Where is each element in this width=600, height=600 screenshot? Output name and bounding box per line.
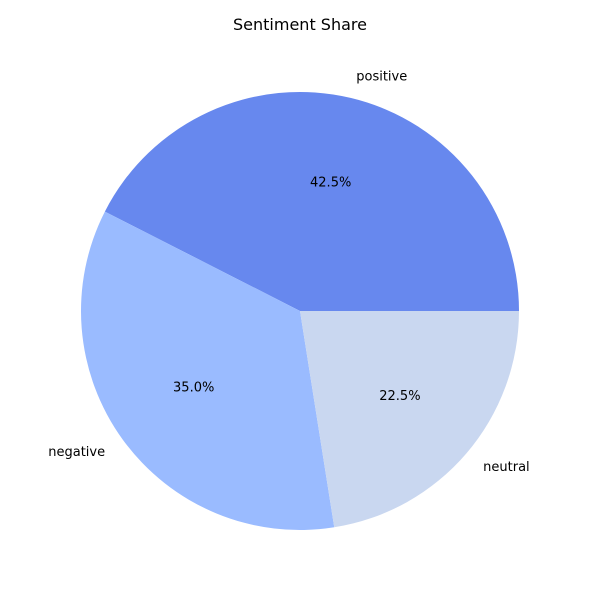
slice-label-positive: positive — [356, 69, 407, 84]
pie-slice-positive — [104, 91, 519, 312]
pie-slice-negative — [81, 211, 335, 530]
slice-percent-neutral: 22.5% — [379, 389, 420, 404]
slice-label-neutral: neutral — [483, 460, 529, 475]
slices-layer — [81, 91, 519, 530]
slice-percent-positive: 42.5% — [310, 176, 351, 191]
chart-title: Sentiment Share — [233, 15, 367, 34]
labels-layer: positive 42.5% negative 35.0% neutral 22.5% — [48, 69, 529, 475]
slice-percent-negative: 35.0% — [173, 381, 214, 396]
slice-label-negative: negative — [48, 445, 105, 460]
pie-slice-neutral — [300, 311, 519, 528]
